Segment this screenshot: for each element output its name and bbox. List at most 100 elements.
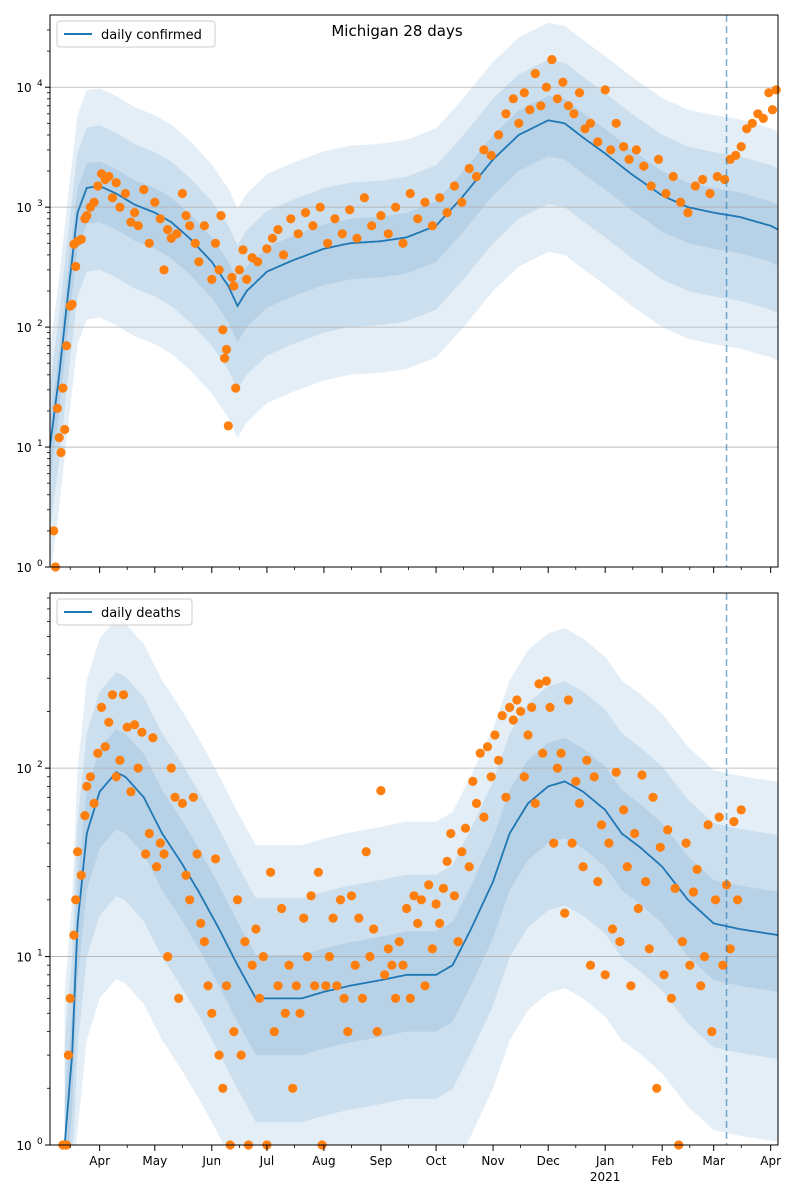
data-point	[747, 118, 757, 128]
data-point	[242, 274, 252, 284]
data-point	[644, 944, 654, 954]
data-point	[115, 755, 125, 765]
data-point	[405, 993, 415, 1004]
data-point	[133, 221, 143, 231]
data-point	[207, 1008, 217, 1018]
bottom-axes: 10 0 10 1 10 2 Apr May Jun Jul Aug Sep Oct Nov Dec Jan 2…	[16, 592, 781, 1184]
data-point	[69, 930, 79, 940]
data-point	[611, 767, 621, 777]
data-point	[690, 181, 700, 191]
data-point	[210, 238, 221, 248]
data-point	[232, 895, 243, 905]
data-point	[696, 981, 706, 991]
data-point	[420, 981, 430, 991]
data-point	[139, 185, 149, 195]
confidence-band	[64, 672, 778, 1145]
data-point	[115, 202, 125, 212]
data-point	[76, 234, 86, 244]
data-point	[262, 244, 272, 254]
data-point	[216, 211, 226, 221]
data-point	[227, 272, 237, 282]
data-point	[558, 77, 568, 87]
data-point	[166, 763, 176, 773]
data-point	[376, 211, 386, 221]
data-point	[574, 798, 585, 809]
data-point	[357, 993, 368, 1004]
data-point	[144, 828, 154, 839]
data-point	[130, 720, 140, 730]
x-tick-label: Aug	[312, 1154, 335, 1168]
data-point	[516, 706, 526, 717]
data-point	[238, 245, 248, 255]
data-point	[547, 55, 557, 65]
data-point	[288, 1083, 298, 1093]
data-point	[486, 772, 496, 782]
y-tick-exponent: 0	[37, 559, 43, 569]
data-point	[479, 812, 489, 822]
data-point	[255, 993, 265, 1004]
data-point	[118, 690, 129, 700]
data-point	[446, 828, 456, 839]
data-point	[391, 993, 401, 1004]
x-tick-label: Jan	[595, 1154, 615, 1168]
y-tick-label: 10	[16, 201, 31, 215]
data-point	[523, 730, 533, 740]
data-point	[159, 265, 169, 275]
data-point	[221, 981, 232, 991]
data-point	[685, 960, 695, 970]
y-tick-exponent: 0	[37, 1137, 43, 1147]
data-point	[731, 150, 741, 160]
model-line	[49, 119, 779, 448]
data-point	[398, 238, 408, 248]
data-point	[413, 214, 423, 224]
data-point	[512, 695, 522, 705]
data-point	[427, 944, 437, 954]
data-point	[758, 113, 768, 123]
data-point	[424, 880, 434, 890]
data-point	[258, 952, 268, 962]
data-point	[435, 918, 445, 929]
data-point	[190, 238, 200, 248]
data-point	[600, 970, 610, 980]
data-point	[571, 776, 581, 787]
data-point	[221, 344, 232, 355]
data-point	[194, 257, 204, 267]
data-point	[712, 171, 722, 182]
data-point	[714, 812, 724, 822]
data-point	[300, 208, 311, 218]
data-point	[61, 341, 72, 351]
data-point	[177, 798, 187, 809]
x-tick-label: May	[142, 1154, 167, 1168]
data-point	[295, 1008, 305, 1018]
data-point	[207, 274, 217, 284]
data-point	[144, 238, 154, 248]
y-tick-exponent: 4	[37, 79, 43, 89]
data-point	[416, 895, 426, 905]
data-point	[653, 154, 664, 164]
data-point	[339, 993, 349, 1004]
data-point	[666, 993, 677, 1004]
data-point	[604, 838, 614, 848]
data-point	[380, 970, 390, 980]
x-tick-label: Feb	[652, 1154, 673, 1168]
y-tick-label: 10	[16, 561, 31, 575]
data-point	[538, 748, 548, 758]
data-point	[413, 918, 423, 929]
data-point	[284, 960, 294, 970]
data-point	[359, 193, 369, 203]
data-point	[365, 952, 375, 962]
data-point	[525, 105, 535, 115]
data-point	[497, 711, 507, 721]
data-point	[703, 820, 713, 830]
data-point	[508, 94, 518, 104]
y-tick-exponent: 2	[37, 760, 43, 770]
data-point	[133, 763, 143, 773]
bottom-legend: daily deaths	[56, 598, 193, 626]
data-point	[293, 229, 303, 239]
data-point	[442, 208, 452, 218]
data-point	[181, 211, 191, 221]
data-point	[361, 847, 371, 857]
data-point	[172, 229, 182, 239]
data-point	[367, 221, 377, 231]
data-point	[253, 257, 263, 267]
